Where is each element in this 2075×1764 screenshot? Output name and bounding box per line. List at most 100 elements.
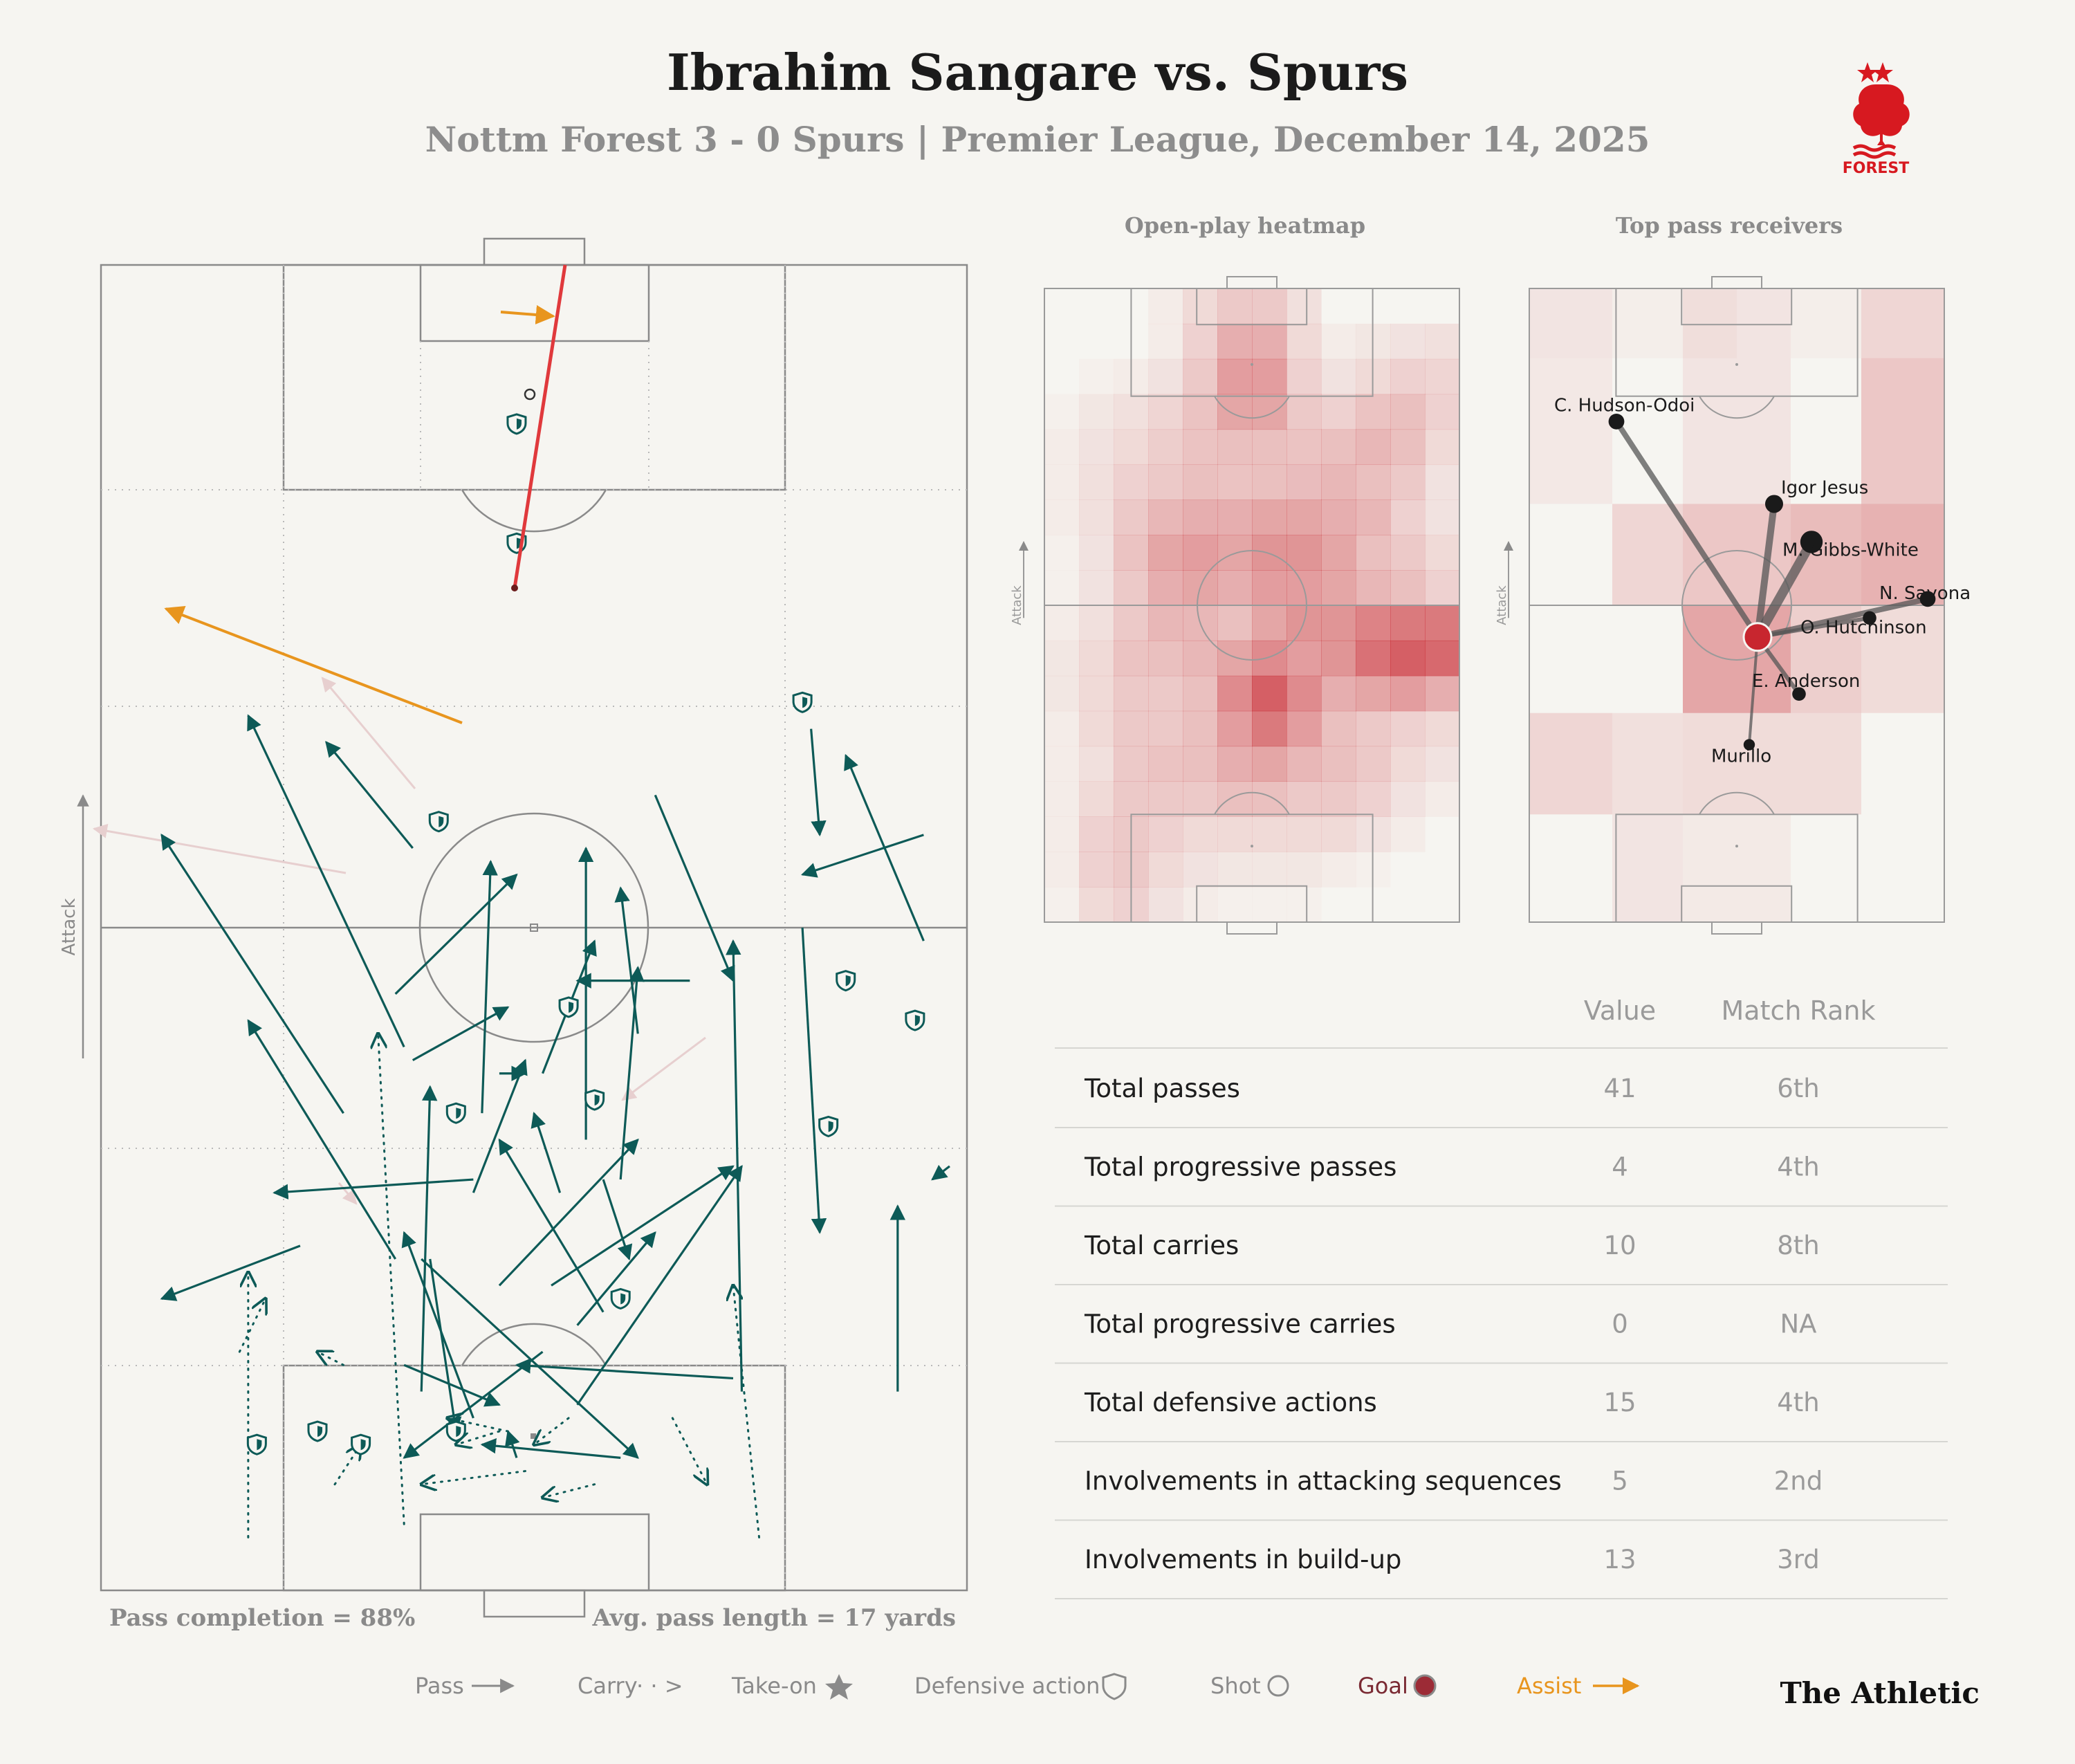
heat-cell [1286, 852, 1322, 888]
receivers-title: Top pass receivers [1615, 212, 1843, 239]
heat-cell [1252, 288, 1287, 324]
heat-cell [1183, 816, 1218, 852]
heat-cell [1390, 394, 1426, 430]
receiver-link-0 [1614, 420, 1760, 638]
stats-row-value: 13 [1603, 1545, 1636, 1574]
pass-layer [160, 714, 950, 1459]
legend-shield-icon [1102, 1673, 1127, 1700]
top-goal [1226, 276, 1278, 289]
heat-cell [1286, 288, 1322, 324]
heat-cell [1286, 746, 1322, 782]
heat-cell [1217, 499, 1253, 535]
heat-cell [1183, 781, 1218, 817]
heat-cell [1390, 429, 1426, 466]
heat-cell [1425, 464, 1460, 500]
carry-10 [317, 1352, 345, 1366]
pass-arrow-7 [498, 1138, 639, 1287]
heatmap-pitch: Attack [1010, 276, 1460, 935]
heat-cell [1390, 535, 1426, 571]
receiver-label-3: N. Savona [1879, 583, 1971, 604]
legend-shot-label: Shot [1210, 1673, 1261, 1699]
page-subtitle: Nottm Forest 3 - 0 Spurs | Premier Leagu… [425, 119, 1650, 160]
heat-cell [1217, 710, 1253, 747]
heat-cell [1425, 358, 1460, 395]
stats-row-label: Involvements in build-up [1085, 1545, 1401, 1574]
heat-cell [1286, 429, 1322, 466]
heat-cell [1044, 887, 1080, 922]
heat-cell [1356, 535, 1391, 571]
heat-cell [1425, 640, 1460, 677]
heat-cell [1114, 675, 1149, 712]
faint-context-actions [92, 677, 706, 1205]
heat-cell [1079, 781, 1114, 817]
stats-row-rank: 2nd [1774, 1467, 1823, 1496]
pass-arrow-17 [800, 834, 924, 878]
stats-row: Involvements in attacking sequences 5 2nd [1055, 1467, 1948, 1521]
carry-6 [421, 1470, 526, 1485]
receiver-zone [1683, 288, 1791, 358]
heat-cell [1356, 394, 1391, 430]
heat-cell [1079, 429, 1114, 466]
pass-arrow-28 [420, 1085, 438, 1392]
heat-cell [1114, 746, 1149, 782]
heat-cell [1044, 852, 1080, 888]
heat-cell [1183, 535, 1218, 571]
heat-cell [1148, 710, 1183, 747]
pass-arrow-13 [654, 794, 735, 982]
heat-cell [1148, 781, 1183, 817]
receiver-zone [1861, 605, 1944, 713]
bottom-penalty-spot [1735, 845, 1738, 848]
bottom-six-yard-box [419, 1513, 650, 1592]
origin-player-node [1742, 622, 1773, 652]
pass-arrow-33 [498, 1138, 605, 1313]
heat-cell [1183, 394, 1218, 430]
pass-arrow-27 [531, 1112, 562, 1193]
heat-cell [1148, 605, 1183, 641]
legend-goal-label: Goal [1358, 1673, 1408, 1699]
heat-cell [1286, 675, 1322, 712]
heat-cell [1390, 464, 1426, 500]
heat-cell [1148, 499, 1183, 535]
receiver-zone [1612, 713, 1683, 815]
heat-cell [1286, 323, 1322, 360]
carry-5 [456, 1430, 501, 1444]
receiver-node-0 [1608, 413, 1625, 430]
defensive-action-shield-icon-6 [445, 1420, 466, 1442]
pass-arrow-23 [394, 873, 518, 995]
pass-arrow-15 [801, 927, 827, 1234]
top-penalty-arc [1214, 396, 1290, 419]
pass-arrow-20 [844, 753, 925, 941]
stats-row: Total progressive carries 0 NA [1055, 1310, 1948, 1364]
stats-row: Total progressive passes 4 4th [1055, 1152, 1948, 1207]
heat-cell [1390, 781, 1426, 817]
heat-cell [1252, 464, 1287, 500]
legend-assist-label: Assist [1517, 1673, 1581, 1699]
heat-cell [1390, 816, 1426, 852]
carry-2 [733, 1285, 761, 1538]
heat-cell [1183, 323, 1218, 360]
heat-cell [1148, 464, 1183, 500]
defensive-action-shield-icon-0 [506, 413, 527, 435]
heat-cell [1252, 710, 1287, 747]
pass-arrow-21 [325, 741, 414, 849]
legend-takeon-star-icon [825, 1674, 853, 1700]
heat-cell [1321, 746, 1356, 782]
pass-arrow-38 [160, 1244, 301, 1301]
heat-cell [1321, 675, 1356, 712]
heat-cell [1217, 605, 1253, 641]
bottom-penalty-arc [1214, 791, 1290, 815]
heat-cell [1044, 781, 1080, 817]
defensive-action-shield-icon-5 [351, 1433, 371, 1455]
heat-cell [1356, 781, 1391, 817]
heat-cell [1321, 640, 1356, 677]
defensive-action-shield-icon-12 [836, 970, 856, 992]
crest-star-right [1872, 62, 1893, 82]
heat-cell [1114, 499, 1149, 535]
heat-cell [1183, 288, 1218, 324]
heat-cell [1321, 852, 1356, 888]
heat-cell [1079, 394, 1114, 430]
receiver-zone [1529, 358, 1612, 504]
defensive-action-shield-icon-8 [445, 1102, 466, 1124]
bottom-goal [1711, 921, 1762, 935]
